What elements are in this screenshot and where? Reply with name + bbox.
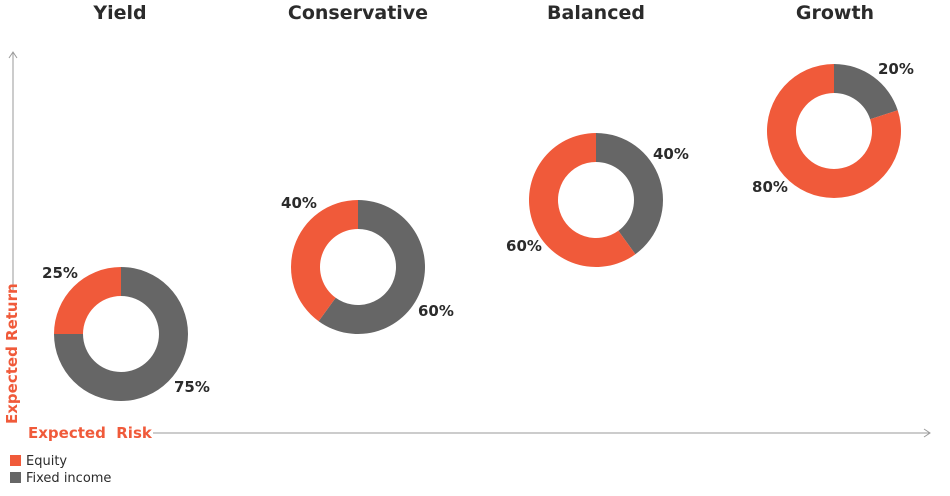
donut-conservative: 40% 60% [281, 194, 454, 334]
legend-swatch-fixed-income [10, 472, 21, 483]
y-axis-arrowhead [8, 51, 18, 59]
label-equity-conservative: 40% [281, 194, 317, 212]
slice-fixed-income [596, 133, 663, 255]
donut-yield: 25% 75% [42, 264, 210, 401]
slice-fixed-income [54, 267, 188, 401]
x-axis-arrowhead [923, 428, 931, 438]
donut-balanced: 60% 40% [506, 133, 689, 267]
slice-equity [291, 200, 358, 322]
label-fixed-income-balanced: 40% [653, 145, 689, 163]
label-equity-balanced: 60% [506, 237, 542, 255]
label-equity-growth: 80% [752, 178, 788, 196]
label-fixed-income-growth: 20% [878, 60, 914, 78]
slice-equity [766, 64, 901, 198]
portfolio-title-conservative: Conservative [288, 2, 428, 24]
slice-equity [54, 267, 121, 334]
slice-fixed-income [318, 200, 425, 334]
donut-growth: 80% 20% [752, 60, 914, 198]
slice-equity [529, 133, 636, 267]
legend-label-equity: Equity [26, 454, 67, 469]
y-axis-label: Expected Return [3, 283, 21, 424]
label-equity-yield: 25% [42, 264, 78, 282]
portfolio-titles: Yield Conservative Balanced Growth [92, 2, 874, 24]
portfolio-title-balanced: Balanced [547, 2, 645, 24]
slice-fixed-income [834, 64, 898, 120]
portfolio-title-growth: Growth [796, 2, 874, 24]
label-fixed-income-yield: 75% [174, 378, 210, 396]
legend-label-fixed-income: Fixed income [26, 471, 111, 486]
legend-swatch-equity [10, 455, 21, 466]
x-axis-label: Expected Risk [28, 424, 153, 442]
donut-charts: 25% 75% 40% 60% 60% 40% 80% 20% [42, 60, 914, 401]
portfolio-title-yield: Yield [92, 2, 146, 24]
label-fixed-income-conservative: 60% [418, 302, 454, 320]
legend: Equity Fixed income [10, 454, 111, 486]
